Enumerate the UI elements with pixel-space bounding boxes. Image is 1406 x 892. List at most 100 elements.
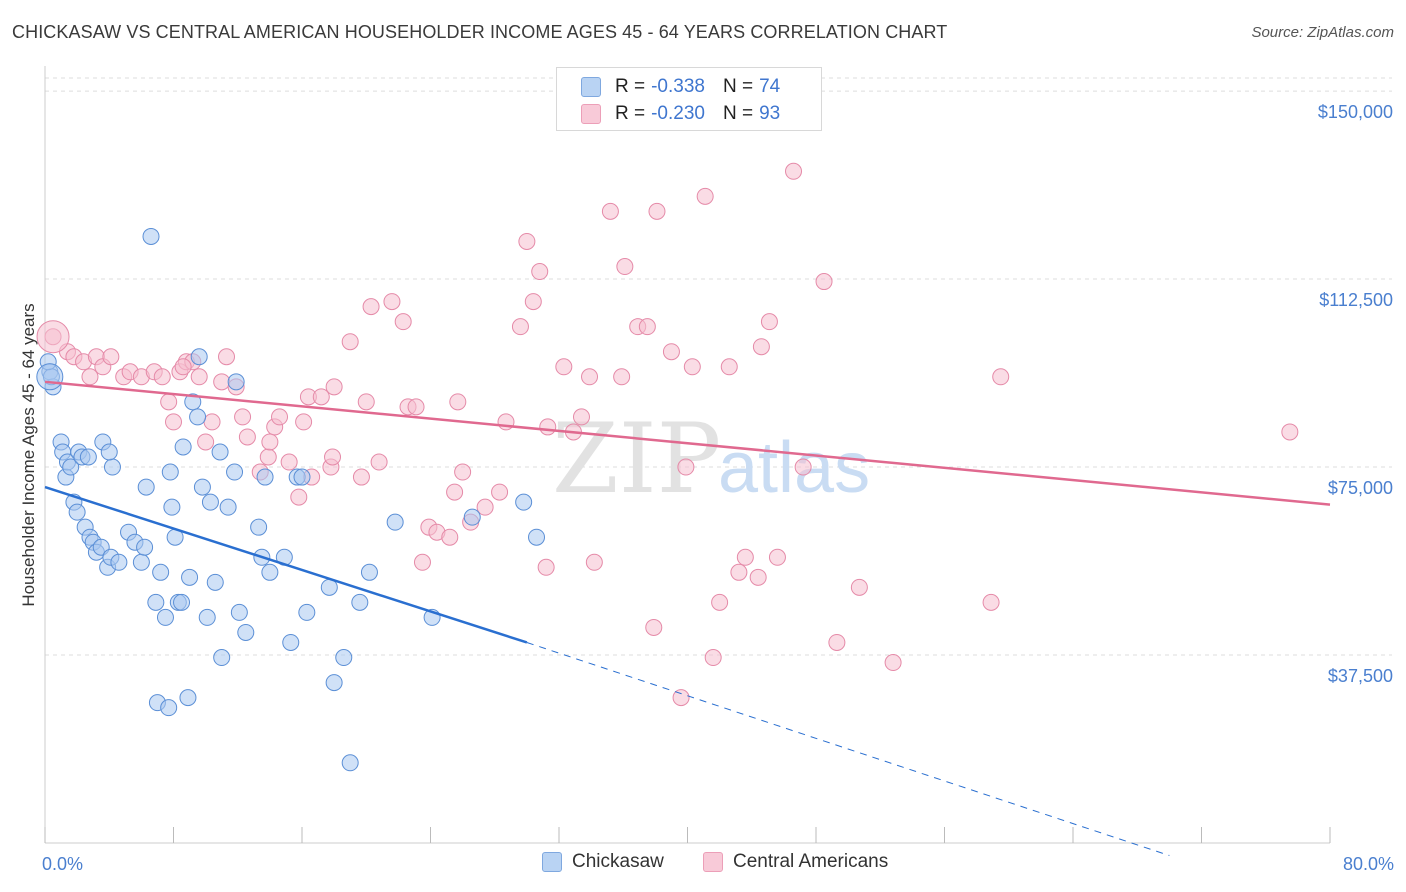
legend-r-value: -0.338 <box>651 76 705 97</box>
point-central-americans <box>539 418 557 436</box>
point-central-americans <box>511 318 529 336</box>
series-chickasaw <box>36 227 546 772</box>
chart-title: CHICKASAW VS CENTRAL AMERICAN HOUSEHOLDE… <box>12 22 948 42</box>
point-central-americans <box>601 202 619 220</box>
point-central-americans <box>696 187 714 205</box>
y-tick-label: $112,500 <box>1319 290 1393 310</box>
point-central-americans <box>677 458 695 476</box>
point-central-americans <box>441 528 459 546</box>
legend-label-central-americans: Central Americans <box>733 851 889 872</box>
point-central-americans <box>768 548 786 566</box>
point-central-americans <box>261 433 279 451</box>
point-central-americans <box>102 348 120 366</box>
point-central-americans <box>730 563 748 581</box>
trendline-chickasaw <box>44 485 528 644</box>
point-central-americans <box>36 320 70 354</box>
point-chickasaw <box>335 649 353 667</box>
point-central-americans <box>362 298 380 316</box>
legend-swatch-chickasaw <box>542 852 562 872</box>
point-central-americans <box>259 448 277 466</box>
point-chickasaw <box>62 458 80 476</box>
point-central-americans <box>454 463 472 481</box>
point-chickasaw <box>189 408 207 426</box>
point-chickasaw <box>250 518 268 536</box>
point-central-americans <box>357 393 375 411</box>
point-central-americans <box>850 578 868 596</box>
trendline-central-americans <box>44 380 1331 506</box>
legend-n-value: 93 <box>759 103 781 124</box>
point-central-americans <box>638 318 656 336</box>
point-central-americans <box>341 333 359 351</box>
legend-r-label: R = <box>615 103 646 124</box>
gridlines <box>45 77 1392 656</box>
point-central-americans <box>197 433 215 451</box>
x-tick-label-min: 0.0% <box>42 854 83 874</box>
point-central-americans <box>446 483 464 501</box>
point-central-americans <box>174 358 192 376</box>
legend-r-value: -0.230 <box>651 103 705 124</box>
point-chickasaw <box>132 553 150 571</box>
point-central-americans <box>383 293 401 311</box>
source-label: Source: ZipAtlas.com <box>1251 24 1394 41</box>
point-chickasaw <box>213 649 231 667</box>
point-central-americans <box>828 633 846 651</box>
point-chickasaw <box>136 538 154 556</box>
point-central-americans <box>271 408 289 426</box>
point-central-americans <box>711 593 729 611</box>
point-chickasaw <box>161 463 179 481</box>
point-chickasaw <box>142 227 160 245</box>
watermark: ZIP atlas <box>552 403 870 515</box>
point-central-americans <box>662 343 680 361</box>
point-central-americans <box>312 388 330 406</box>
point-central-americans <box>491 483 509 501</box>
point-chickasaw <box>79 448 97 466</box>
watermark-atlas: atlas <box>718 428 870 508</box>
point-central-americans <box>749 568 767 586</box>
point-central-americans <box>290 488 308 506</box>
point-central-americans <box>295 413 313 431</box>
point-chickasaw <box>174 438 192 456</box>
point-chickasaw <box>160 699 178 717</box>
point-central-americans <box>884 654 902 672</box>
legend-swatch-chickasaw <box>581 77 601 97</box>
point-central-americans <box>752 338 770 356</box>
point-central-americans <box>213 373 231 391</box>
y-tick-label: $150,000 <box>1318 102 1393 122</box>
point-chickasaw <box>68 503 86 521</box>
point-chickasaw <box>325 674 343 692</box>
point-central-americans <box>190 368 208 386</box>
legend-swatch-central-americans <box>581 104 601 124</box>
y-tick-label: $37,500 <box>1328 666 1393 686</box>
point-chickasaw <box>152 563 170 581</box>
point-central-americans <box>704 649 722 667</box>
point-central-americans <box>683 358 701 376</box>
point-central-americans <box>81 368 99 386</box>
point-chickasaw <box>386 513 404 531</box>
point-chickasaw <box>181 568 199 586</box>
point-central-americans <box>648 202 666 220</box>
point-central-americans <box>992 368 1010 386</box>
y-tick-label: $75,000 <box>1328 478 1393 498</box>
point-chickasaw <box>190 348 208 366</box>
point-chickasaw <box>100 443 118 461</box>
point-central-americans <box>531 263 549 281</box>
y-tick-labels: $37,500 $75,000 $112,500 $150,000 <box>1318 102 1393 686</box>
point-central-americans <box>736 548 754 566</box>
point-chickasaw <box>226 463 244 481</box>
point-central-americans <box>407 398 425 416</box>
point-chickasaw <box>261 563 279 581</box>
point-chickasaw <box>341 754 359 772</box>
point-chickasaw <box>103 458 121 476</box>
point-central-americans <box>370 453 388 471</box>
point-central-americans <box>234 408 252 426</box>
point-central-americans <box>518 232 536 250</box>
legend-item-chickasaw: Chickasaw <box>542 851 664 873</box>
point-central-americans <box>165 413 182 431</box>
point-chickasaw <box>201 493 219 511</box>
series-central-americans <box>36 162 1299 707</box>
point-chickasaw <box>179 689 197 707</box>
point-chickasaw <box>219 498 237 516</box>
point-chickasaw <box>36 363 64 391</box>
point-chickasaw <box>193 478 211 496</box>
